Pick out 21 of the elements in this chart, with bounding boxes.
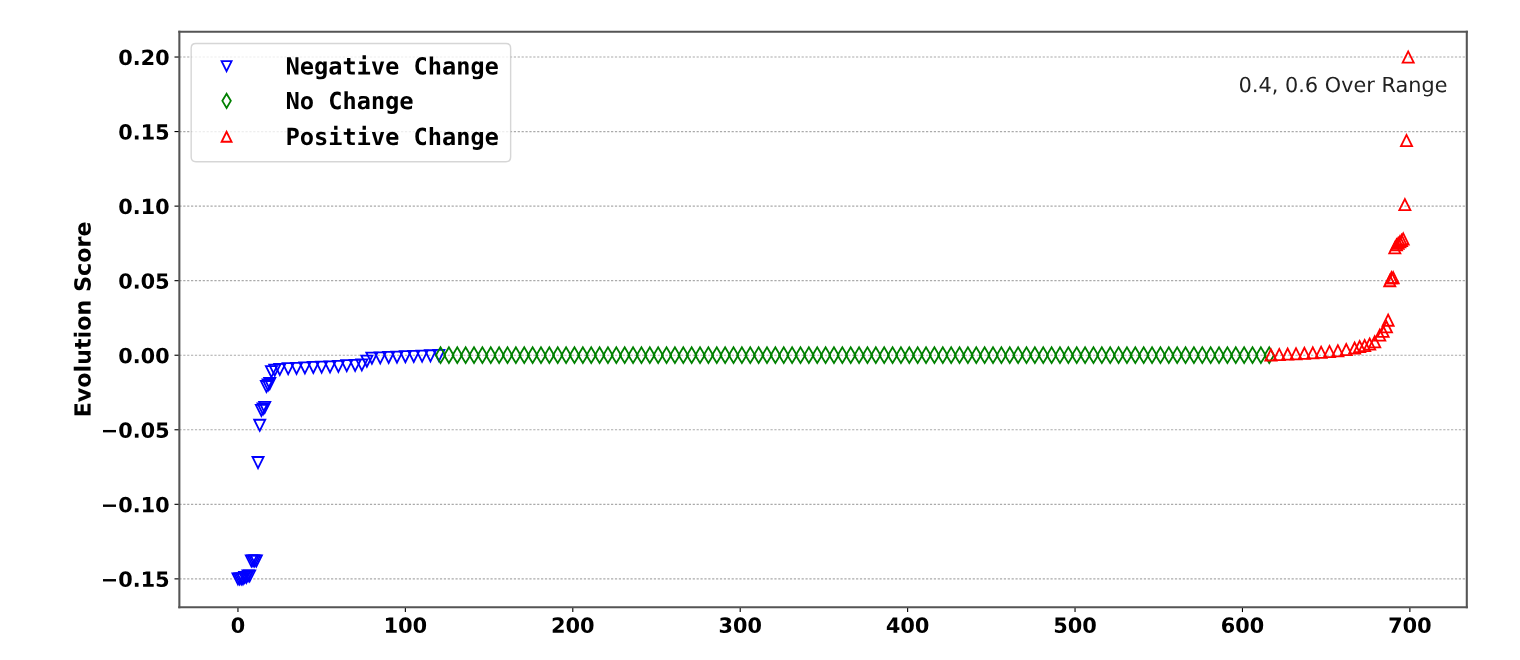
y-tick-label: −0.05 <box>102 422 169 438</box>
y-tick-label: 0.20 <box>119 49 169 66</box>
x-tick-label: 700 <box>1389 617 1431 634</box>
x-tick-label: 400 <box>886 617 929 634</box>
x-tick-label: 300 <box>719 617 761 634</box>
y-tick-label: −0.10 <box>102 496 169 513</box>
x-tick-label: 500 <box>1054 617 1096 634</box>
y-tick-label: 0.10 <box>119 198 169 215</box>
x-tick-label: 0 <box>231 617 245 634</box>
x-tick-label: 200 <box>552 617 594 634</box>
y-tick-label: 0.15 <box>119 124 169 140</box>
y-axis-title: Evolution Score <box>73 222 91 416</box>
legend-label: Positive Change <box>287 125 498 150</box>
y-tick-label: 0.00 <box>119 347 169 364</box>
annotation: 0.4, 0.6 Over Range <box>1239 76 1447 97</box>
y-tick-label: −0.15 <box>102 571 169 588</box>
legend-label: No Change <box>286 91 413 115</box>
x-tick-label: 100 <box>385 617 427 634</box>
legend-label: Negative Change <box>286 55 498 80</box>
x-tick-label: 600 <box>1222 617 1264 634</box>
y-tick-label: 0.05 <box>119 273 169 289</box>
